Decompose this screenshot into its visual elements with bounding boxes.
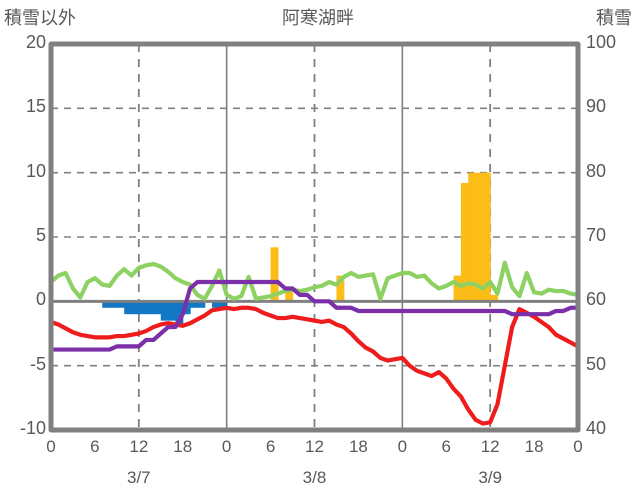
x-axis-tick-hour: 0 — [397, 437, 408, 456]
y-axis-tick-left: 10 — [25, 160, 46, 181]
bar-precipitation — [168, 301, 177, 321]
bar-precipitation — [219, 301, 228, 308]
bar-sunshine — [460, 182, 469, 302]
x-axis-date-label: 3/9 — [478, 468, 502, 487]
y-axis-tick-left: 5 — [35, 225, 46, 245]
y-axis-tick-right: 60 — [586, 289, 607, 310]
bar-precipitation — [102, 301, 111, 308]
bar-precipitation — [197, 301, 206, 308]
bar-precipitation — [124, 301, 133, 315]
bar-precipitation — [153, 301, 162, 315]
bar-sunshine — [482, 172, 491, 302]
bar-precipitation — [138, 301, 147, 315]
bar-sunshine — [468, 172, 477, 302]
bar-sunshine — [453, 275, 462, 302]
y-axis-tick-left: 20 — [25, 32, 46, 52]
bar-precipitation — [131, 301, 140, 315]
x-axis-tick-hour: 6 — [441, 437, 451, 456]
x-axis-tick-hour: 6 — [265, 437, 276, 456]
y-axis-tick-right: 90 — [586, 96, 607, 117]
y-axis-tick-right: 40 — [586, 418, 607, 438]
plot-frame — [48, 41, 581, 433]
x-axis-tick-hour: 6 — [90, 437, 100, 456]
bar-precipitation — [175, 301, 184, 328]
bar-sunshine — [490, 294, 499, 302]
x-axis-tick-hour: 0 — [46, 437, 56, 456]
bar-precipitation — [212, 301, 220, 308]
bar-sunshine — [475, 172, 484, 302]
bar-precipitation — [160, 301, 169, 321]
y-axis-tick-right: 50 — [586, 353, 607, 374]
y-axis-tick-left: 15 — [25, 96, 46, 117]
x-axis-tick-hour: 0 — [573, 437, 583, 456]
x-axis-date-label: 3/7 — [127, 468, 151, 487]
x-axis-tick-hour: 12 — [305, 437, 324, 456]
y-axis-tick-left: -5 — [29, 353, 46, 374]
y-axis-tick-right: 70 — [586, 225, 607, 245]
x-axis-tick-hour: 12 — [480, 437, 500, 456]
bar-precipitation — [109, 301, 118, 308]
right-axis-unit-label: 積雪 — [596, 8, 632, 28]
y-axis-tick-left: -10 — [19, 418, 46, 438]
series-line-temperature — [48, 305, 581, 426]
bar-precipitation — [146, 301, 155, 315]
bar-sunshine — [285, 288, 294, 302]
bar-precipitation — [190, 301, 198, 308]
series-line-snow-depth — [48, 279, 581, 352]
bar-sunshine — [270, 247, 279, 302]
left-axis-unit-label: 積雪以外 — [4, 8, 76, 28]
y-axis-tick-right: 80 — [586, 160, 607, 181]
bar-sunshine — [336, 275, 345, 302]
y-axis-tick-left: 0 — [35, 289, 46, 310]
x-axis-tick-hour: 12 — [129, 437, 149, 456]
y-axis-tick-right: 100 — [586, 32, 617, 52]
page-title: 阿寒湖畔 — [282, 8, 354, 28]
x-axis-date-label: 3/8 — [302, 468, 327, 487]
bar-precipitation — [116, 301, 125, 308]
series-line-wind — [48, 260, 581, 301]
x-axis-tick-hour: 18 — [348, 437, 368, 456]
x-axis-tick-hour: 18 — [524, 437, 544, 456]
x-axis-tick-hour: 0 — [221, 437, 232, 456]
x-axis-tick-hour: 18 — [173, 437, 193, 456]
